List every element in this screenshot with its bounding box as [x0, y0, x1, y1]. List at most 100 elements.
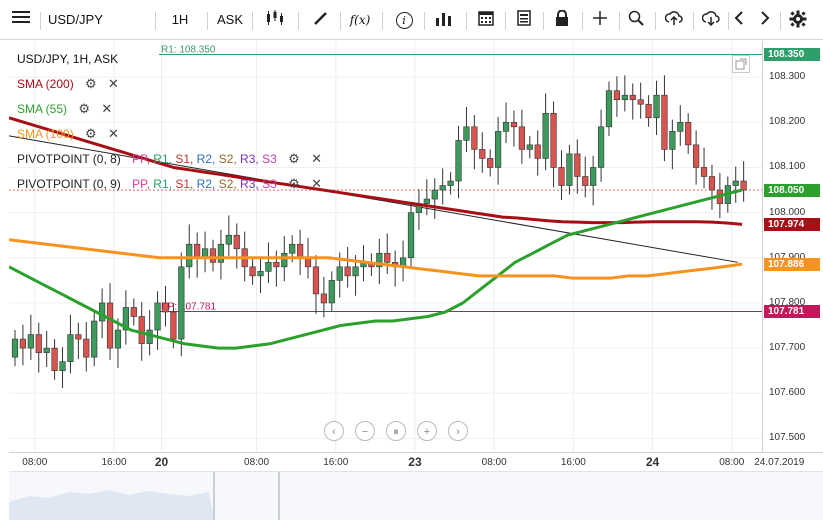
document-icon[interactable]	[510, 10, 538, 30]
draw-icon[interactable]	[306, 10, 336, 30]
sma55-gear-icon[interactable]: ⚙	[78, 101, 91, 116]
candle-body-57	[463, 126, 470, 141]
candle-body-75	[605, 90, 613, 128]
price-tick: 108.000	[769, 206, 806, 218]
candle-body-59	[479, 149, 486, 159]
candle-body-82	[661, 94, 668, 150]
candle-body-36	[297, 243, 304, 259]
timeframe-select[interactable]: 1H	[160, 10, 200, 30]
sma200-close-icon[interactable]: ✕	[108, 76, 119, 91]
candle-body-31	[257, 271, 264, 277]
lock-icon[interactable]	[548, 9, 576, 30]
candles-icon[interactable]	[260, 10, 290, 30]
info-icon[interactable]: i	[390, 10, 418, 30]
pivot2-close-icon[interactable]: ✕	[311, 176, 322, 191]
candle-body-16	[138, 316, 145, 344]
calendar-icon[interactable]	[472, 10, 500, 30]
timeframe-label: 1H	[171, 12, 189, 27]
pivot-item-r1: R1,	[153, 177, 176, 191]
price-type-select[interactable]: ASK	[212, 10, 248, 30]
price-label: 107.974	[764, 217, 820, 231]
pivot-item-pp: PP,	[132, 177, 154, 191]
candle-body-40	[328, 280, 335, 304]
candle-body-72	[582, 176, 589, 186]
candle-body-88	[708, 176, 716, 191]
candle-body-1	[19, 338, 27, 349]
function-icon[interactable]: f(x)	[346, 10, 374, 30]
candle-body-15	[130, 307, 137, 317]
sma200-gear-icon[interactable]: ⚙	[85, 76, 97, 91]
expand-icon[interactable]	[732, 55, 750, 73]
sma-line-2	[9, 238, 743, 280]
legend-sma200: SMA (200) ⚙ ✕	[17, 74, 119, 94]
price-chart: R1: 108.350 PP: 107.781	[9, 41, 762, 452]
navigator-series	[9, 472, 280, 520]
navigator[interactable]	[9, 471, 823, 520]
menu-icon[interactable]	[10, 10, 32, 30]
candle-body-26	[217, 243, 225, 263]
sma100-close-icon[interactable]: ✕	[108, 126, 119, 141]
pivot2-gear-icon[interactable]: ⚙	[288, 176, 300, 191]
candle-body-53	[431, 189, 438, 200]
pivot-item-r3: R3,	[240, 152, 263, 166]
pivot-r1-text: R1: 108.350	[161, 45, 216, 56]
candle-body-78	[629, 94, 636, 101]
candle-body-65	[526, 144, 533, 150]
candle-body-46	[376, 252, 383, 268]
time-tick: 16:00	[560, 457, 586, 468]
candle-body-30	[249, 266, 256, 277]
pivot-item-pp: PP,	[132, 152, 154, 166]
volume-bars-icon[interactable]	[430, 10, 458, 30]
crosshair-icon[interactable]	[586, 10, 614, 30]
time-tick: 08:00	[481, 457, 507, 468]
chevron-right-icon[interactable]	[756, 10, 774, 30]
candle-body-13	[114, 329, 122, 349]
candle-body-41	[336, 266, 343, 281]
upload-icon[interactable]	[660, 10, 688, 30]
pivot-item-s2: S2,	[218, 152, 241, 166]
price-label: 108.350	[764, 48, 820, 62]
scroll-left-button[interactable]: ‹	[324, 421, 344, 441]
pivot-item-s1: S1,	[175, 177, 197, 191]
legend-pivot2: PIVOTPOINT (0, 9) PP, R1, S1, R2, S2, R3…	[17, 174, 322, 194]
sma100-gear-icon[interactable]: ⚙	[85, 126, 97, 141]
candle-body-34	[281, 252, 288, 268]
sma55-close-icon[interactable]: ✕	[101, 101, 113, 116]
candle-body-10	[91, 320, 98, 358]
scroll-right-button[interactable]: ›	[448, 421, 468, 441]
function-label: f(x)	[349, 13, 371, 27]
pivot1-close-icon[interactable]: ✕	[311, 151, 322, 166]
candle-body-50	[407, 212, 415, 259]
sma55-label: SMA (55)	[17, 102, 68, 116]
time-tick: 16:00	[101, 457, 127, 468]
candle-body-5	[51, 347, 58, 372]
chevron-left-icon[interactable]	[730, 10, 748, 30]
pivot1-gear-icon[interactable]: ⚙	[288, 151, 300, 166]
candle-body-35	[289, 243, 296, 254]
candle-body-60	[487, 158, 494, 168]
pivot-item-r2: R2,	[196, 152, 219, 166]
zoom-icon[interactable]	[622, 10, 650, 30]
zoom-in-button[interactable]: +	[417, 421, 437, 441]
price-label: 107.781	[764, 305, 820, 319]
time-tick: 23	[408, 455, 422, 469]
download-icon[interactable]	[697, 10, 725, 30]
legend-sma100: SMA (100) ⚙ ✕	[17, 124, 119, 144]
candle-body-74	[597, 126, 605, 168]
time-axis[interactable]: 08:00 16:00 20 08:00 16:00 23 08:00 16:00 24 08:0…	[9, 452, 823, 471]
candle-body-20	[170, 311, 177, 340]
price-axis[interactable]: 108.300108.200108.100108.000107.900107.8…	[762, 41, 823, 452]
time-tick: 16:00	[323, 457, 349, 468]
candle-body-66	[534, 144, 541, 159]
symbol-select[interactable]: USD/JPY	[48, 10, 146, 30]
gear-icon[interactable]	[786, 10, 810, 30]
time-tick: 08:00	[719, 457, 745, 468]
candle-body-38	[312, 266, 320, 295]
zoom-out-button[interactable]: −	[355, 421, 375, 441]
candle-body-25	[209, 248, 217, 263]
candle-body-28	[233, 234, 240, 250]
candle-body-2	[27, 334, 34, 349]
reset-zoom-button[interactable]: ⏸	[386, 421, 406, 441]
chart-area[interactable]: R1: 108.350 PP: 107.781 USD/JPY, 1H, ASK …	[9, 41, 762, 452]
price-tick: 108.300	[769, 71, 806, 83]
